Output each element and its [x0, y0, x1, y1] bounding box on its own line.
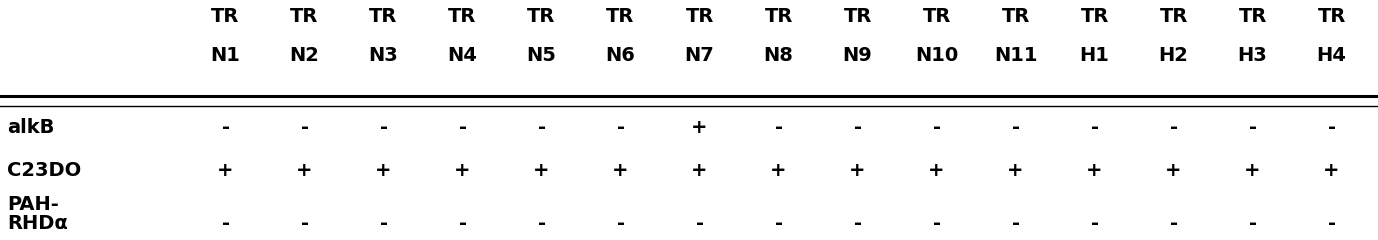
Text: TR: TR	[685, 7, 714, 26]
Text: -: -	[1327, 118, 1335, 137]
Text: +: +	[455, 161, 471, 180]
Text: +: +	[218, 161, 234, 180]
Text: N1: N1	[211, 46, 241, 65]
Text: N10: N10	[915, 46, 958, 65]
Text: -: -	[853, 214, 861, 233]
Text: N4: N4	[448, 46, 478, 65]
Text: TR: TR	[765, 7, 792, 26]
Text: -: -	[1090, 118, 1098, 137]
Text: N9: N9	[843, 46, 872, 65]
Text: RHDα: RHDα	[7, 214, 68, 233]
Text: TR: TR	[1002, 7, 1029, 26]
Text: PAH-: PAH-	[7, 195, 59, 214]
Text: -: -	[300, 214, 309, 233]
Text: +: +	[533, 161, 550, 180]
Text: -: -	[774, 214, 783, 233]
Text: H3: H3	[1237, 46, 1268, 65]
Text: TR: TR	[1080, 7, 1109, 26]
Text: -: -	[537, 118, 546, 137]
Text: TR: TR	[1239, 7, 1266, 26]
Text: -: -	[1090, 214, 1098, 233]
Text: H1: H1	[1079, 46, 1109, 65]
Text: -: -	[853, 118, 861, 137]
Text: N7: N7	[685, 46, 714, 65]
Text: -: -	[537, 214, 546, 233]
Text: -: -	[1170, 214, 1178, 233]
Text: +: +	[612, 161, 628, 180]
Text: -: -	[616, 214, 624, 233]
Text: N3: N3	[369, 46, 398, 65]
Text: +: +	[929, 161, 945, 180]
Text: -: -	[300, 118, 309, 137]
Text: -: -	[459, 214, 467, 233]
Text: -: -	[222, 214, 230, 233]
Text: -: -	[933, 214, 941, 233]
Text: +: +	[1323, 161, 1339, 180]
Text: N6: N6	[605, 46, 635, 65]
Text: TR: TR	[369, 7, 398, 26]
Text: TR: TR	[922, 7, 951, 26]
Text: -: -	[933, 118, 941, 137]
Text: N5: N5	[526, 46, 557, 65]
Text: -: -	[616, 118, 624, 137]
Text: -: -	[1170, 118, 1178, 137]
Text: H2: H2	[1159, 46, 1189, 65]
Text: +: +	[849, 161, 865, 180]
Text: -: -	[1248, 118, 1257, 137]
Text: -: -	[379, 118, 387, 137]
Text: +: +	[1086, 161, 1102, 180]
Text: +: +	[296, 161, 313, 180]
Text: TR: TR	[1317, 7, 1346, 26]
Text: -: -	[1327, 214, 1335, 233]
Text: TR: TR	[843, 7, 872, 26]
Text: -: -	[696, 214, 704, 233]
Text: TR: TR	[606, 7, 635, 26]
Text: +: +	[1007, 161, 1024, 180]
Text: -: -	[459, 118, 467, 137]
Text: TR: TR	[211, 7, 240, 26]
Text: TR: TR	[1159, 7, 1188, 26]
Text: -: -	[379, 214, 387, 233]
Text: +: +	[770, 161, 787, 180]
Text: +: +	[1244, 161, 1261, 180]
Text: -: -	[1011, 118, 1020, 137]
Text: +: +	[692, 161, 708, 180]
Text: TR: TR	[291, 7, 318, 26]
Text: TR: TR	[528, 7, 555, 26]
Text: -: -	[1248, 214, 1257, 233]
Text: -: -	[1011, 214, 1020, 233]
Text: TR: TR	[448, 7, 477, 26]
Text: +: +	[375, 161, 391, 180]
Text: N11: N11	[994, 46, 1038, 65]
Text: -: -	[774, 118, 783, 137]
Text: alkB: alkB	[7, 118, 54, 137]
Text: -: -	[222, 118, 230, 137]
Text: H4: H4	[1316, 46, 1346, 65]
Text: C23DO: C23DO	[7, 161, 81, 180]
Text: +: +	[692, 118, 708, 137]
Text: N2: N2	[289, 46, 320, 65]
Text: +: +	[1166, 161, 1182, 180]
Text: N8: N8	[763, 46, 794, 65]
